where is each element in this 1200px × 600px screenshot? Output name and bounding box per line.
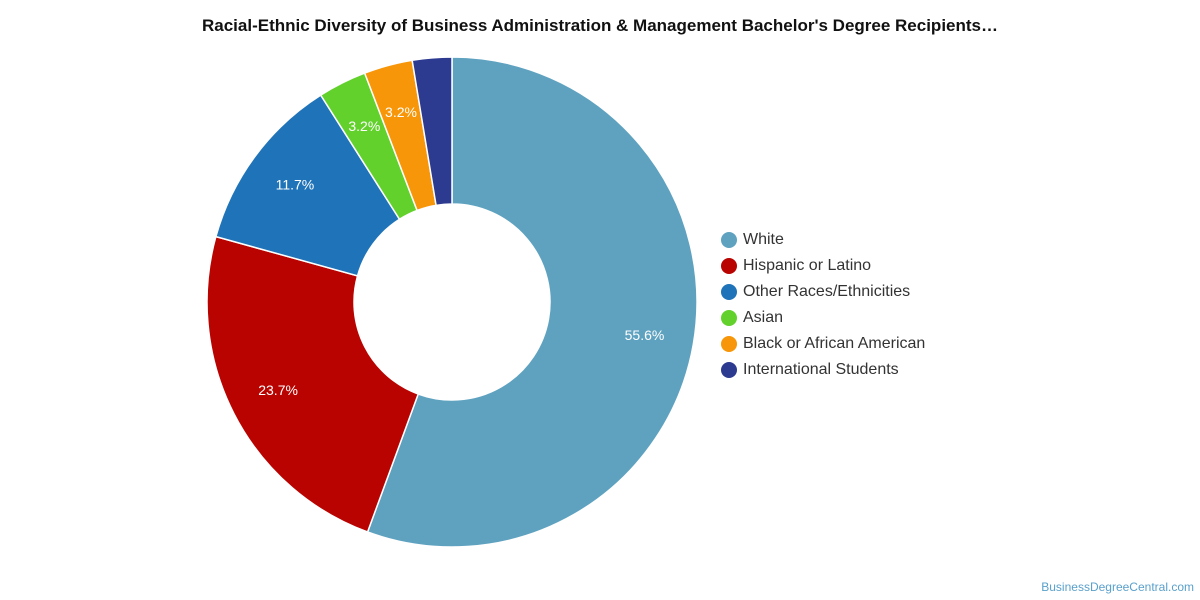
slice-international-students [411,56,453,207]
legend: White Hispanic or Latino Other Races/Ethni… [721,227,925,383]
legend-item[interactable]: Black or African American [721,331,925,357]
data-label: 55.6% [625,327,665,343]
legend-dot-icon [721,232,737,248]
legend-label: White [743,231,784,248]
slice-other-races-ethnicities [214,94,401,277]
legend-dot-icon [721,336,737,352]
legend-item[interactable]: Hispanic or Latino [721,253,925,279]
slice-hispanic-or-latino [206,235,420,533]
legend-dot-icon [721,258,737,274]
data-label: 3.2% [385,104,417,120]
legend-dot-icon [721,284,737,300]
legend-label: Hispanic or Latino [743,257,872,274]
legend-label: Other Races/Ethnicities [743,283,911,300]
data-label: 3.2% [348,118,380,134]
chart-title: Racial-Ethnic Diversity of Business Admi… [201,16,998,35]
legend-item[interactable]: Other Races/Ethnicities [721,279,925,305]
legend-label: Black or African American [743,335,926,352]
data-label: 11.7% [276,176,315,192]
legend-dot-icon [721,362,737,378]
watermark: BusinessDegreeCentral.com [1041,580,1194,594]
legend-item[interactable]: White [721,227,925,253]
legend-item[interactable]: International Students [721,357,925,383]
legend-label: International Students [743,361,899,378]
data-label: 23.7% [258,382,298,398]
legend-label: Asian [743,309,784,326]
legend-dot-icon [721,310,737,326]
slice-white [366,56,698,548]
legend-item[interactable]: Asian [721,305,925,331]
